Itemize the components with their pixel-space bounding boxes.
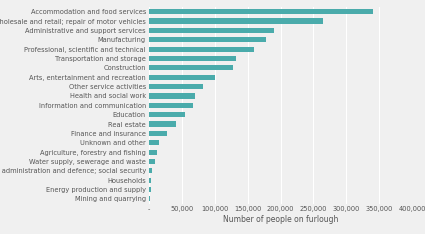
Bar xyxy=(149,18,323,24)
Bar xyxy=(149,159,156,164)
Bar xyxy=(149,196,150,201)
Bar xyxy=(149,103,193,108)
Bar xyxy=(149,93,195,99)
X-axis label: Number of people on furlough: Number of people on furlough xyxy=(223,215,338,224)
Bar xyxy=(149,47,254,52)
Bar xyxy=(149,65,233,70)
Bar xyxy=(149,150,157,155)
Bar xyxy=(149,84,204,89)
Bar xyxy=(149,9,373,14)
Bar xyxy=(149,187,151,192)
Bar xyxy=(149,131,167,136)
Bar xyxy=(149,121,176,127)
Bar xyxy=(149,37,266,42)
Bar xyxy=(149,140,159,145)
Bar xyxy=(149,56,236,61)
Bar xyxy=(149,28,274,33)
Bar xyxy=(149,75,215,80)
Bar xyxy=(149,168,152,173)
Bar xyxy=(149,112,185,117)
Bar xyxy=(149,178,151,183)
